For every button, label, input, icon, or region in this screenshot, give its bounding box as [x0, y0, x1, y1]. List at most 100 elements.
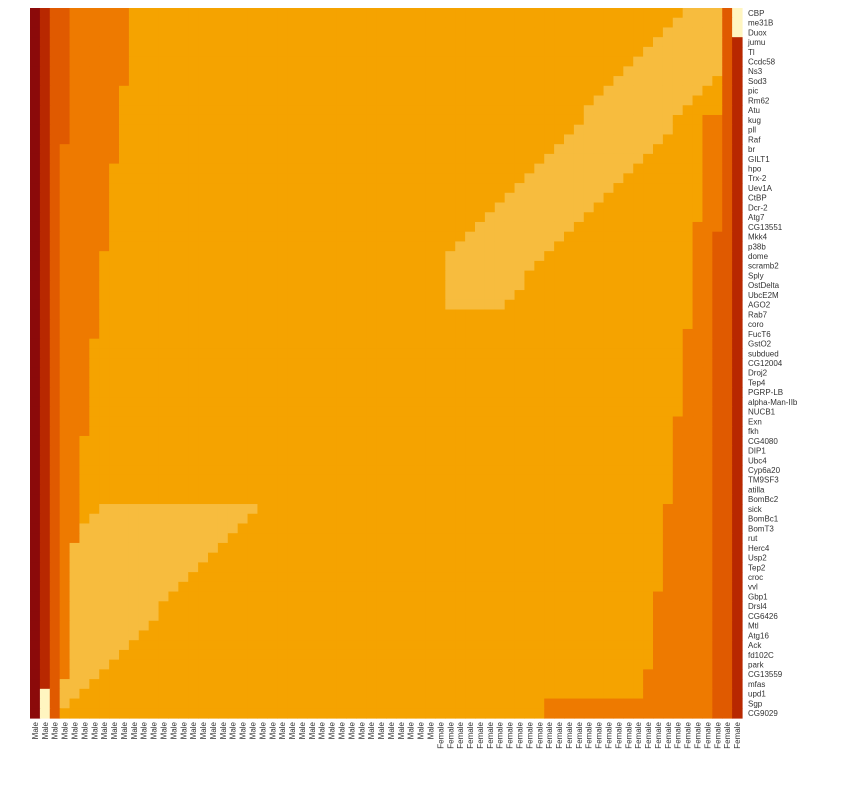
heatmap-cell: [69, 542, 81, 554]
heatmap-cell: [682, 56, 694, 67]
heatmap-cell: [267, 85, 278, 97]
heatmap-cell: [534, 542, 545, 554]
heatmap-cell: [672, 280, 684, 291]
heatmap-cell: [593, 221, 605, 233]
heatmap-cell: [346, 299, 357, 311]
heatmap-cell: [633, 280, 644, 291]
heatmap-cell: [287, 183, 298, 194]
heatmap-cell: [227, 192, 239, 204]
heatmap-cell: [682, 27, 694, 38]
heatmap-cell: [326, 474, 338, 486]
heatmap-cell: [593, 416, 605, 427]
heatmap-cell: [306, 319, 318, 330]
heatmap-cell: [346, 445, 357, 456]
heatmap-cell: [297, 8, 308, 19]
heatmap-cell: [702, 319, 713, 330]
heatmap-cell: [119, 601, 130, 612]
heatmap-cell: [554, 212, 565, 223]
heatmap-cell: [415, 377, 427, 388]
heatmap-cell: [49, 95, 61, 106]
heatmap-cell: [148, 76, 160, 87]
heatmap-cell: [514, 504, 526, 515]
heatmap-cell: [475, 153, 486, 165]
heatmap-cell: [247, 601, 259, 612]
heatmap-cell: [30, 17, 41, 29]
heatmap-cell: [633, 144, 644, 155]
heatmap-cell: [267, 144, 278, 155]
heatmap-cell: [227, 494, 239, 505]
heatmap-cell: [445, 212, 456, 223]
heatmap-cell: [188, 95, 199, 106]
heatmap-cell: [208, 17, 219, 29]
heatmap-cell: [188, 319, 199, 330]
heatmap-cell: [356, 397, 367, 408]
heatmap-cell: [79, 377, 90, 388]
heatmap-cell: [702, 465, 713, 476]
heatmap-cell: [99, 630, 110, 641]
heatmap-cell: [237, 455, 249, 466]
heatmap-cell: [524, 260, 535, 272]
heatmap-cell: [573, 504, 585, 515]
heatmap-cell: [682, 445, 694, 456]
heatmap-cell: [366, 552, 377, 563]
heatmap-cell: [692, 649, 704, 661]
heatmap-cell: [465, 601, 476, 612]
heatmap-cell: [593, 504, 605, 515]
heatmap-cell: [534, 173, 545, 184]
heatmap-cell: [356, 192, 367, 204]
heatmap-cell: [524, 46, 535, 58]
heatmap-cell: [395, 649, 407, 661]
heatmap-cell: [178, 542, 189, 554]
heatmap-cell: [79, 630, 90, 641]
heatmap-cell: [178, 221, 189, 233]
heatmap-cell: [277, 397, 288, 408]
heatmap-cell: [89, 66, 100, 77]
heatmap-cell: [198, 640, 209, 651]
heatmap-cell: [534, 105, 545, 116]
heatmap-cell: [405, 406, 417, 418]
heatmap-cell: [682, 299, 694, 311]
heatmap-cell: [336, 620, 348, 632]
heatmap-cell: [603, 649, 615, 661]
heatmap-cell: [366, 601, 377, 612]
heatmap-cell: [217, 173, 229, 184]
heatmap-cell: [356, 542, 367, 554]
heatmap-cell: [326, 620, 338, 632]
heatmap-cell: [138, 270, 150, 281]
heatmap-cell: [297, 620, 308, 632]
heatmap-cell: [247, 260, 259, 272]
heatmap-cell: [39, 426, 51, 437]
heatmap-cell: [702, 290, 713, 301]
heatmap-cell: [445, 455, 456, 466]
heatmap-cell: [455, 533, 466, 544]
heatmap-cell: [247, 611, 259, 622]
heatmap-cell: [643, 397, 654, 408]
heatmap-cell: [662, 581, 674, 593]
heatmap-cell: [554, 153, 565, 165]
heatmap-cell: [217, 572, 229, 583]
heatmap-cell: [168, 630, 179, 641]
heatmap-cell: [227, 153, 239, 165]
heatmap-cell: [208, 95, 219, 106]
heatmap-cell: [99, 533, 110, 544]
heatmap-cell: [682, 611, 694, 622]
heatmap-cell: [346, 649, 357, 661]
heatmap-cell: [593, 290, 605, 301]
heatmap-cell: [445, 221, 456, 233]
heatmap-cell: [158, 309, 170, 320]
heatmap-cell: [386, 163, 397, 174]
heatmap-cell: [227, 163, 239, 174]
heatmap-cell: [217, 299, 229, 311]
heatmap-cell: [148, 280, 160, 291]
heatmap-cell: [188, 202, 199, 213]
heatmap-cell: [188, 474, 199, 486]
heatmap-cell: [138, 581, 150, 593]
heatmap-cell: [148, 591, 160, 602]
heatmap-cell: [504, 46, 516, 58]
heatmap-cell: [99, 611, 110, 622]
heatmap-cell: [425, 562, 437, 573]
heatmap-cell: [395, 572, 407, 583]
heatmap-cell: [39, 630, 51, 641]
heatmap-cell: [128, 173, 140, 184]
heatmap-cell: [573, 95, 585, 106]
